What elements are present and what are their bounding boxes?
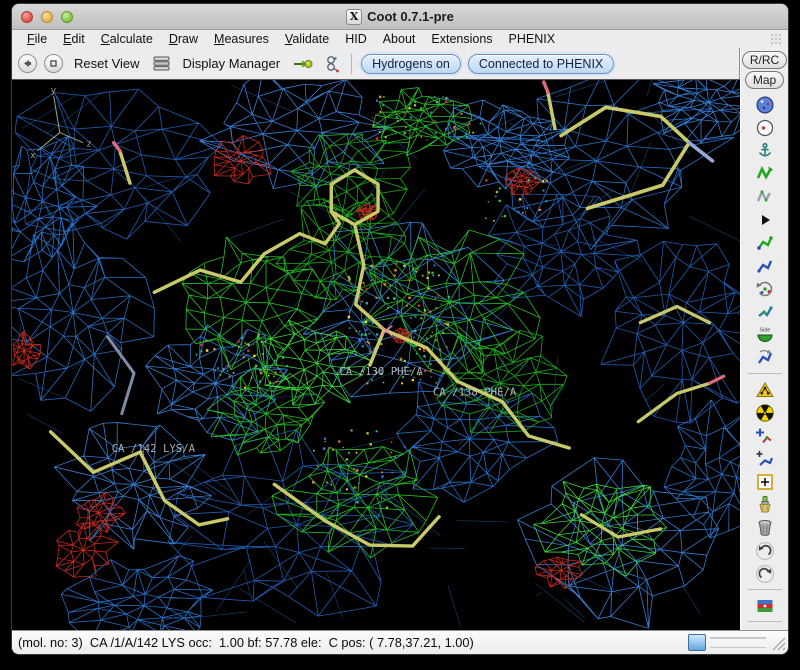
rrc-button[interactable]: R/RC bbox=[741, 51, 788, 69]
separator bbox=[747, 621, 782, 622]
mutate-autofit-icon[interactable] bbox=[752, 401, 778, 424]
goto-atom-sphere-icon[interactable] bbox=[752, 93, 778, 116]
menu-bar: File Edit Calculate Draw Measures Validate HID… bbox=[12, 30, 788, 48]
toolbar-separator bbox=[351, 53, 353, 74]
status-bar: (mol. no: 3) CA /1/A/142 LYS occ: 1.00 b… bbox=[12, 630, 788, 654]
traffic-lights bbox=[21, 10, 73, 23]
svg-text:z: z bbox=[86, 140, 91, 150]
delete-icon[interactable] bbox=[752, 516, 778, 539]
mutate-residue-icon[interactable] bbox=[752, 378, 778, 401]
splitter-handle[interactable] bbox=[688, 634, 706, 651]
undo-molecule-chooser-button[interactable] bbox=[291, 56, 315, 72]
resize-grip-icon[interactable] bbox=[770, 635, 786, 651]
menu-phenix[interactable]: PHENIX bbox=[508, 32, 556, 46]
phenix-connection-button[interactable]: Connected to PHENIX bbox=[467, 53, 615, 74]
svg-text:Side: Side bbox=[759, 327, 770, 333]
stop-square-icon bbox=[50, 60, 57, 67]
left-column: Reset View Display Manager bbox=[12, 48, 740, 630]
menu-validate[interactable]: Validate bbox=[284, 32, 330, 46]
real-space-refine-icon[interactable] bbox=[752, 162, 778, 185]
rigid-body-fit-icon[interactable] bbox=[752, 208, 778, 231]
add-terminal-residue-icon[interactable] bbox=[752, 424, 778, 447]
display-manager-label[interactable]: Display Manager bbox=[182, 56, 281, 71]
toolbar-grip-icon[interactable] bbox=[770, 33, 782, 45]
anchor-icon[interactable] bbox=[752, 139, 778, 162]
right-toolbar: R/RC Map Side bbox=[740, 48, 788, 630]
menu-edit[interactable]: Edit bbox=[63, 32, 85, 46]
ligand-builder-button[interactable] bbox=[322, 54, 342, 74]
green-arrow-ball-icon bbox=[294, 59, 313, 68]
layers-icon bbox=[153, 56, 170, 71]
run-refmac-flag-icon[interactable] bbox=[752, 594, 778, 617]
menu-file[interactable]: File bbox=[27, 32, 48, 46]
svg-text:CA /130 PHE/A: CA /130 PHE/A bbox=[339, 365, 423, 378]
torsion-general-icon[interactable] bbox=[752, 300, 778, 323]
molecular-scene: y x z CA /130 PHE/A CA /138 PHE/A CA /142 LYS… bbox=[12, 80, 740, 630]
map-button[interactable]: Map bbox=[744, 71, 785, 89]
recentre-target-icon[interactable] bbox=[752, 116, 778, 139]
separator bbox=[747, 373, 782, 374]
zoom-button[interactable] bbox=[61, 10, 73, 23]
edit-chi-angles-icon[interactable] bbox=[752, 277, 778, 300]
svg-text:y: y bbox=[51, 86, 57, 96]
status-text: (mol. no: 3) CA /1/A/142 LYS occ: 1.00 b… bbox=[18, 635, 474, 650]
redo-icon[interactable] bbox=[752, 562, 778, 585]
place-atom-icon[interactable] bbox=[752, 470, 778, 493]
separator bbox=[747, 589, 782, 590]
menu-hid[interactable]: HID bbox=[345, 32, 367, 46]
hydrogens-toggle-button[interactable]: Hydrogens on bbox=[361, 53, 461, 74]
svg-text:CA /138 PHE/A: CA /138 PHE/A bbox=[433, 385, 517, 398]
clear-pending-picks-icon[interactable] bbox=[752, 493, 778, 516]
regularize-zone-icon[interactable] bbox=[752, 185, 778, 208]
close-button[interactable] bbox=[21, 10, 33, 23]
back-arrow-icon bbox=[24, 60, 31, 67]
recentre-view-button[interactable] bbox=[44, 54, 63, 73]
flip-peptide-icon[interactable] bbox=[752, 346, 778, 369]
menu-measures[interactable]: Measures bbox=[214, 32, 269, 46]
window-title-wrap: X Coot 0.7.1-pre bbox=[12, 8, 788, 25]
reset-view-button[interactable]: Reset View bbox=[74, 56, 140, 71]
status-lines bbox=[710, 637, 766, 648]
minimize-button[interactable] bbox=[41, 10, 53, 23]
menu-draw[interactable]: Draw bbox=[168, 32, 199, 46]
svg-text:CA /142 LYS/A: CA /142 LYS/A bbox=[112, 442, 196, 455]
main-toolbar: Reset View Display Manager bbox=[12, 48, 740, 79]
gl-canvas[interactable]: y x z CA /130 PHE/A CA /138 PHE/A CA /142 LYS… bbox=[12, 79, 740, 630]
x11-icon: X bbox=[346, 8, 363, 25]
undo-icon[interactable] bbox=[752, 539, 778, 562]
rotamers-icon[interactable] bbox=[752, 254, 778, 277]
add-alt-conf-icon[interactable] bbox=[752, 447, 778, 470]
menu-extensions[interactable]: Extensions bbox=[431, 32, 493, 46]
display-manager-button[interactable] bbox=[151, 55, 172, 72]
menu-about[interactable]: About bbox=[382, 32, 416, 46]
title-bar[interactable]: X Coot 0.7.1-pre bbox=[12, 4, 788, 30]
svg-text:x: x bbox=[30, 151, 36, 161]
back-view-button[interactable] bbox=[18, 54, 37, 73]
auto-fit-rotamer-icon[interactable] bbox=[752, 231, 778, 254]
window-title: Coot 0.7.1-pre bbox=[367, 9, 454, 24]
menu-calculate[interactable]: Calculate bbox=[100, 32, 153, 46]
main-row: Reset View Display Manager bbox=[12, 48, 788, 630]
flip-side-chain-icon[interactable]: Side bbox=[752, 323, 778, 346]
molecule-icon bbox=[327, 55, 339, 72]
coot-window: X Coot 0.7.1-pre File Edit Calculate Draw Me… bbox=[12, 4, 788, 654]
